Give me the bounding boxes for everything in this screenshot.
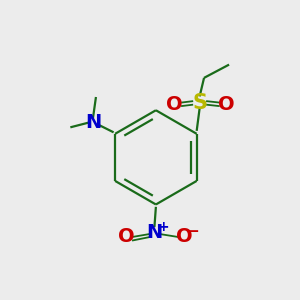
Text: O: O — [118, 227, 135, 246]
Text: N: N — [85, 112, 101, 131]
Text: O: O — [176, 227, 192, 246]
Text: N: N — [146, 223, 163, 242]
Text: S: S — [192, 93, 207, 113]
Text: −: − — [186, 224, 199, 239]
Text: O: O — [166, 95, 183, 114]
Text: +: + — [158, 220, 169, 234]
Text: O: O — [218, 95, 234, 114]
